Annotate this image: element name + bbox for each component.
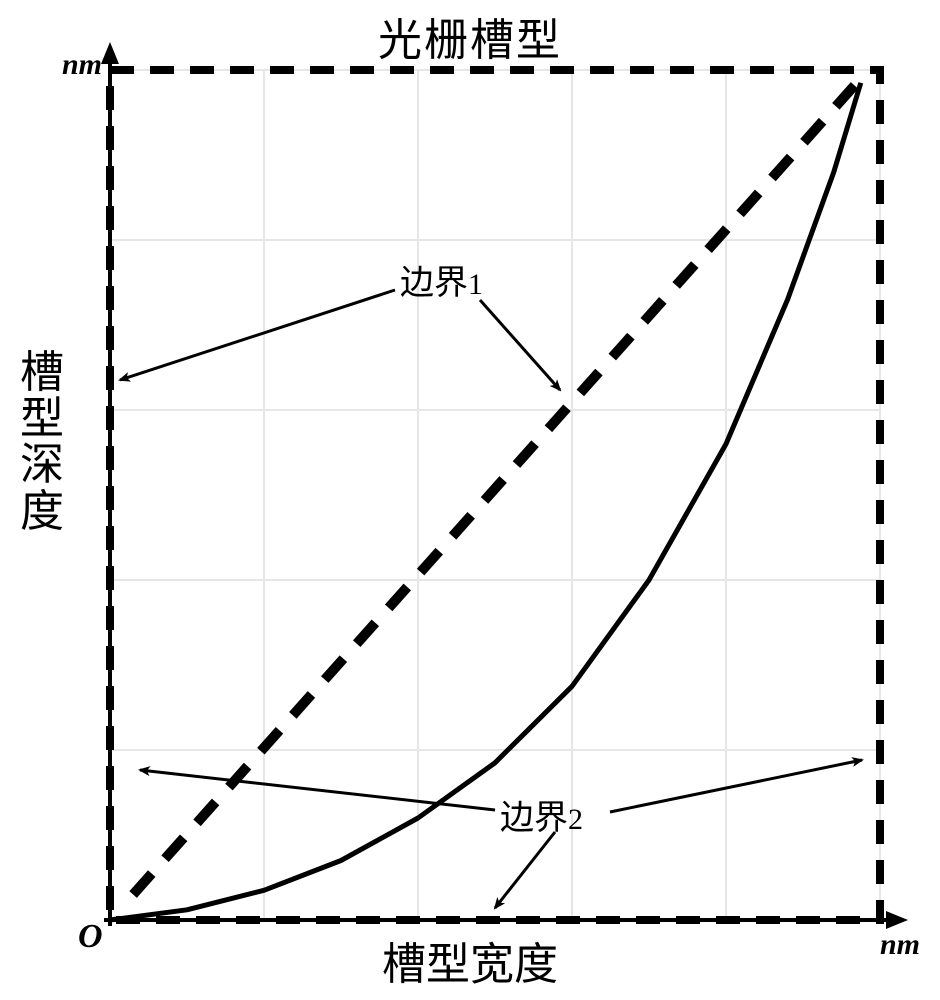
x-axis-label: 槽型宽度 (0, 928, 940, 992)
y-unit-label: nm (62, 48, 102, 82)
origin-label: O (78, 918, 103, 956)
boundary-2-num: 2 (568, 803, 583, 836)
y-axis-label: 槽型深度 (18, 350, 66, 535)
x-unit-label: nm (880, 928, 920, 962)
boundary-1-num: 1 (468, 268, 483, 301)
chart-svg (0, 0, 940, 1000)
boundary-1-label: 边界1 (400, 255, 483, 304)
boundary-1-text: 边界 (400, 265, 468, 302)
boundary-2-text: 边界 (500, 800, 568, 837)
chart-container: 光栅槽型 槽型深度 槽型宽度 nm nm O 边界1 边界2 (0, 0, 940, 1000)
chart-title: 光栅槽型 (0, 4, 940, 68)
boundary-2-label: 边界2 (500, 790, 583, 839)
